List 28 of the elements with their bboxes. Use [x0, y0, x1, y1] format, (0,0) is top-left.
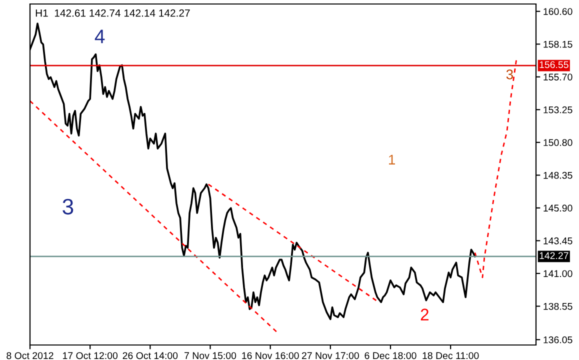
y-tick-label: 136.05: [544, 336, 572, 344]
x-tick-label: 18 Dec 11:00: [422, 352, 479, 360]
annotation: 3: [62, 198, 74, 215]
ref-line-label: 156.55: [540, 61, 568, 68]
ref-line-label: 142.27: [540, 252, 568, 259]
y-tick-label: 143.45: [544, 237, 572, 244]
y-tick-label: 153.25: [544, 106, 572, 114]
annotation: 3: [506, 70, 513, 80]
x-tick-label: 8 Oct 2012: [6, 352, 54, 360]
y-tick-label: 158.15: [544, 40, 572, 48]
y-tick-label: 155.70: [544, 74, 572, 80]
y-tick-label: 148.35: [544, 172, 572, 179]
x-tick-label: 27 Nov 17:00: [302, 352, 359, 360]
y-tick-label: 141.00: [544, 270, 572, 278]
line-series: [474, 60, 517, 278]
x-tick-label: 16 Nov 16:00: [242, 352, 299, 360]
x-tick-label: 17 Oct 12:00: [62, 352, 118, 360]
y-tick-label: 145.90: [544, 204, 572, 212]
x-tick-label: 7 Nov 15:00: [184, 352, 236, 360]
x-tick-label: 26 Oct 14:00: [122, 352, 178, 360]
x-tick-label: 6 Dec 18:00: [364, 352, 416, 360]
annotation: 2: [420, 308, 428, 320]
annotation: 1: [388, 154, 395, 164]
y-tick-label: 138.55: [544, 302, 572, 310]
annotation: 4: [94, 30, 105, 44]
y-tick-label: 150.80: [544, 139, 572, 146]
y-tick-label: 160.60: [544, 8, 572, 15]
chart-title: H1 142.61 142.74 142.14 142.27: [36, 9, 190, 17]
